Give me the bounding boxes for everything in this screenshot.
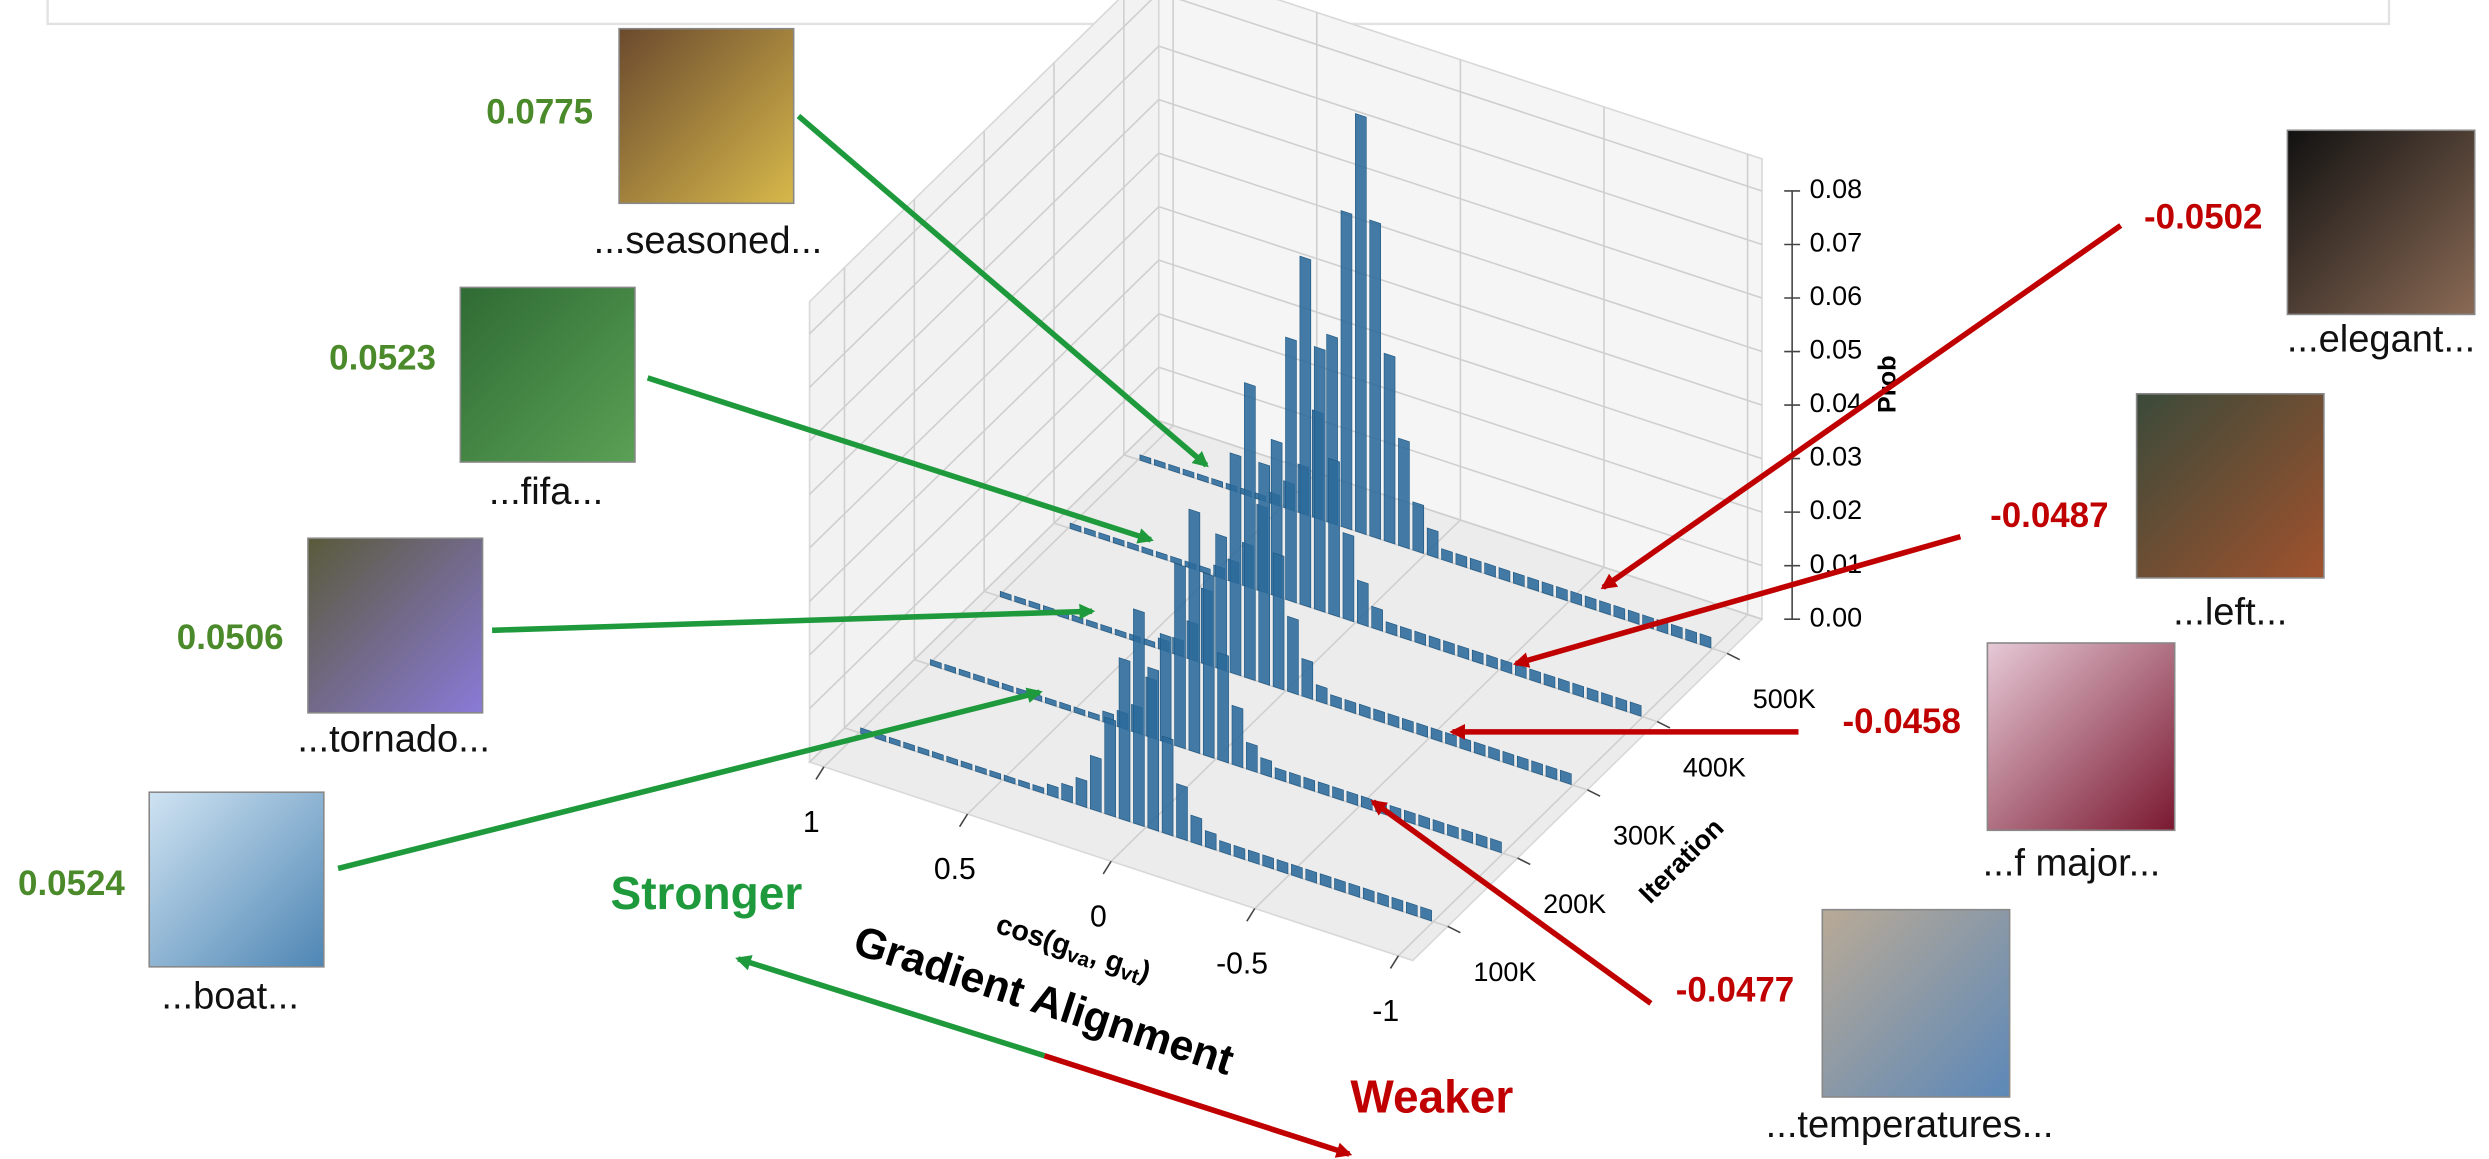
z-tick-label: 0.05: [1810, 335, 1862, 365]
bar: [1205, 831, 1216, 851]
bar: [1372, 606, 1383, 631]
annotation-caption: ...fifa...: [489, 471, 603, 513]
bar: [1355, 114, 1366, 535]
y-tick-label: 100K: [1473, 957, 1536, 987]
z-tick-label: 0.07: [1810, 228, 1862, 258]
x-tick: [816, 767, 824, 780]
thumbnail: [1987, 643, 2174, 830]
thumbnail: [149, 792, 324, 967]
annotation-value: -0.0502: [2144, 197, 2262, 236]
bar: [1148, 667, 1159, 831]
bar: [1230, 453, 1241, 676]
bar: [1216, 534, 1227, 671]
bar: [1232, 705, 1243, 767]
z-tick-label: 0.02: [1810, 495, 1862, 525]
x-tick-label: -1: [1372, 995, 1399, 1028]
thumbnail: [308, 538, 483, 713]
y-tick-label: 400K: [1683, 752, 1746, 782]
bar: [1218, 652, 1229, 763]
bar: [1343, 533, 1354, 622]
x-axis-label-part: cos(g: [992, 908, 1074, 962]
bar: [1191, 815, 1202, 845]
figure: 10.50-0.5-1100K200K300K400K500K0.000.010…: [0, 0, 2489, 1159]
annotation-caption: ...boat...: [161, 976, 299, 1018]
bar: [1427, 528, 1438, 558]
bar: [1189, 509, 1200, 753]
bar: [1413, 502, 1424, 554]
y-tick: [1727, 653, 1740, 659]
y-tick-label: 500K: [1753, 684, 1816, 714]
bar: [1246, 742, 1257, 772]
annotation-value: 0.0523: [329, 339, 436, 378]
bar: [1286, 337, 1297, 603]
y-tick-label: 300K: [1613, 821, 1676, 851]
y-tick: [1657, 722, 1670, 728]
thumbnail: [619, 29, 794, 204]
thumbnail: [1822, 910, 2009, 1097]
bar: [1062, 783, 1073, 803]
bar: [1341, 211, 1352, 530]
weaker-label: Weaker: [1350, 1070, 1513, 1122]
bar: [1370, 220, 1381, 539]
bar: [1273, 553, 1284, 690]
z-tick-label: 0.00: [1810, 602, 1862, 632]
x-tick-label: 0.5: [934, 853, 976, 886]
x-tick-label: 1: [803, 806, 820, 839]
bar: [1329, 458, 1340, 617]
x-tick: [1247, 909, 1255, 922]
annotation-value: 0.0524: [18, 864, 125, 903]
x-tick: [1103, 861, 1111, 874]
bar: [1259, 462, 1270, 685]
annotation-caption: ...temperatures...: [1766, 1104, 2054, 1146]
annotation-value: 0.0506: [177, 618, 284, 657]
bar: [1302, 658, 1313, 699]
bar: [1076, 777, 1087, 807]
bar: [1288, 616, 1299, 695]
axes-3d: 10.50-0.5-1100K200K300K400K500K0.000.010…: [803, 0, 1902, 1028]
annotation-value: -0.0487: [1990, 496, 2108, 535]
thumbnail: [2287, 130, 2474, 314]
bar: [1133, 609, 1144, 827]
thumbnail: [460, 287, 635, 462]
bar: [1160, 633, 1171, 744]
bar: [1314, 346, 1325, 612]
bar: [1398, 438, 1409, 549]
annotation-value: -0.0458: [1842, 702, 1960, 741]
y-tick: [1448, 926, 1461, 932]
bar: [1357, 580, 1368, 626]
bar: [1384, 353, 1395, 544]
y-tick: [1587, 790, 1600, 796]
x-tick: [960, 814, 968, 827]
bar: [1244, 383, 1255, 681]
annotation-caption: ...elegant...: [2287, 318, 2475, 360]
x-tick: [1390, 956, 1398, 969]
annotation-caption: ...seasoned...: [594, 220, 823, 262]
bar: [1175, 563, 1186, 749]
z-tick-label: 0.06: [1810, 281, 1862, 311]
annotation-caption: ...left...: [2173, 591, 2287, 633]
annotation-value: 0.0775: [486, 93, 593, 132]
bar: [1162, 736, 1173, 836]
annotation-value: -0.0477: [1676, 970, 1794, 1009]
bar: [1105, 717, 1116, 817]
bar: [1316, 685, 1327, 705]
bar: [1090, 755, 1101, 812]
y-tick: [1518, 858, 1531, 864]
z-tick-label: 0.03: [1810, 442, 1862, 472]
thumbnail: [2137, 394, 2324, 578]
annotation-caption: ...tornado...: [297, 718, 490, 760]
stronger-label: Stronger: [611, 867, 803, 919]
bar: [1261, 758, 1272, 778]
bar: [1203, 573, 1214, 759]
z-tick-label: 0.08: [1810, 174, 1862, 204]
bar: [1177, 784, 1188, 841]
page: 10.50-0.5-1100K200K300K400K500K0.000.010…: [0, 0, 2489, 1159]
x-tick-label: -0.5: [1216, 948, 1268, 981]
x-tick-label: 0: [1090, 900, 1107, 933]
bar: [1119, 658, 1130, 822]
y-tick-label: 200K: [1543, 889, 1606, 919]
bar: [1300, 256, 1311, 608]
annotation-caption: ...f major...: [1983, 842, 2161, 884]
